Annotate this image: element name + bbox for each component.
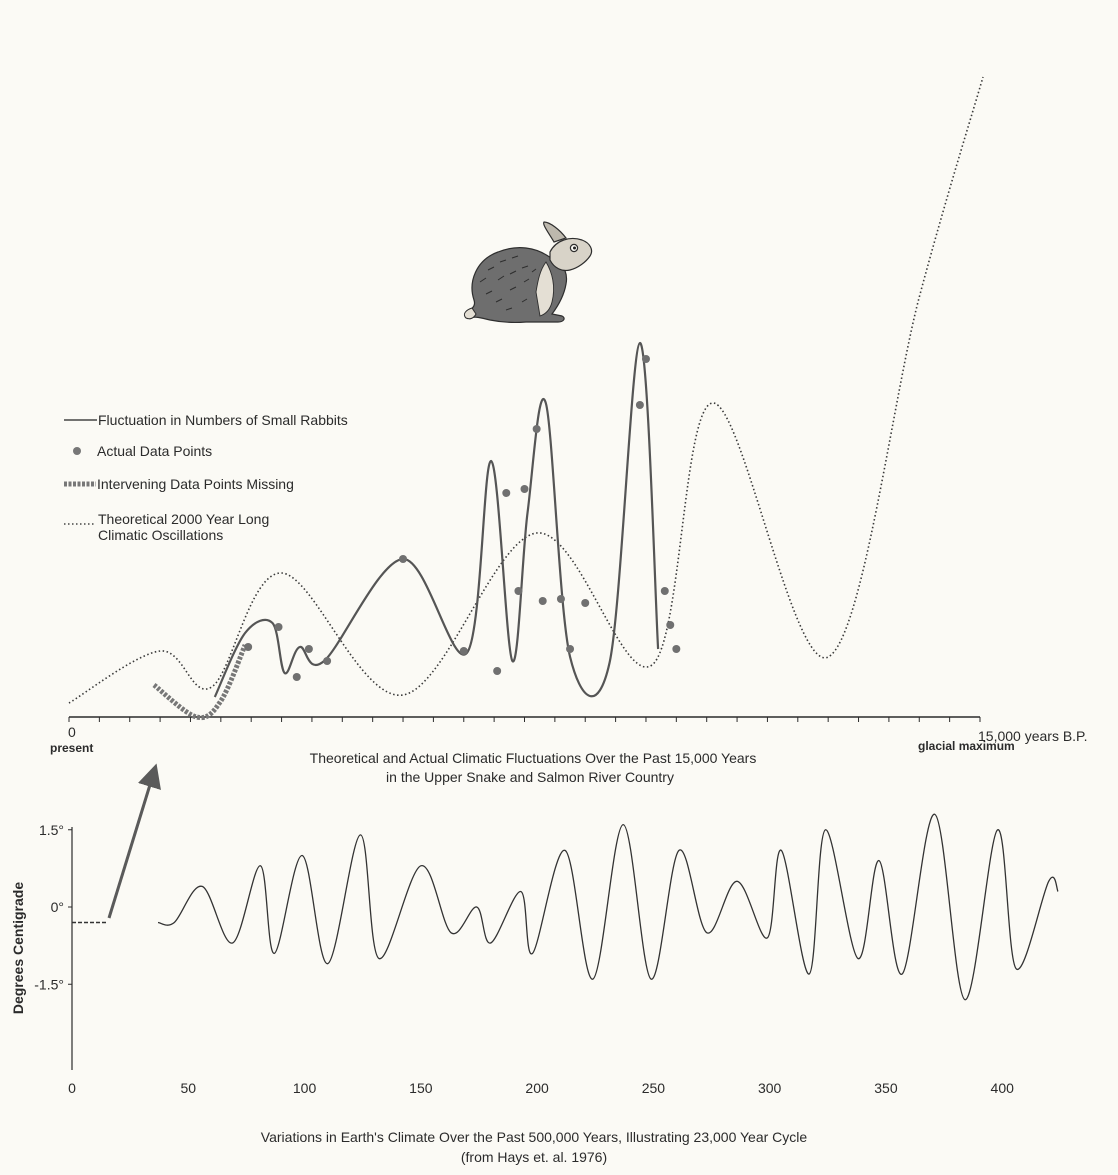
- data-point: [459, 647, 468, 655]
- data-point: [641, 355, 650, 363]
- legend-entry-missing: Intervening Data Points Missing: [97, 476, 294, 492]
- data-point: [493, 667, 502, 675]
- data-point: [672, 645, 681, 653]
- data-point: [514, 587, 523, 595]
- lower-chart-subtitle: (from Hays et. al. 1976): [461, 1149, 607, 1165]
- lower-x-tick-label: 50: [180, 1080, 196, 1096]
- data-point: [635, 401, 644, 409]
- upper-chart: 0 present 15,000 years B.P. glacial maxi…: [50, 76, 1087, 785]
- data-point: [304, 645, 313, 653]
- lower-x-tick-label: 100: [293, 1080, 317, 1096]
- lower-x-tick-label: 250: [642, 1080, 666, 1096]
- upper-x-axis-ticks: [68, 717, 981, 722]
- data-point: [399, 555, 408, 563]
- data-point: [538, 597, 547, 605]
- upper-x-end-sublabel: glacial maximum: [918, 739, 1015, 753]
- lower-x-tick-label: 0: [68, 1080, 76, 1096]
- lower-chart-title: Variations in Earth's Climate Over the P…: [261, 1129, 808, 1145]
- lower-y-tick-label: 0°: [51, 899, 64, 915]
- data-point: [292, 673, 301, 681]
- lower-y-axis-label: Degrees Centigrade: [10, 882, 26, 1014]
- lower-y-tick-label: 1.5°: [39, 822, 64, 838]
- data-point: [666, 621, 675, 629]
- upper-chart-subtitle: in the Upper Snake and Salmon River Coun…: [386, 769, 674, 785]
- lower-x-axis-ticks: 0 50 100 150 200 250 300 350 400: [68, 1080, 1014, 1096]
- legend-entry-theoretical-2: Climatic Oscillations: [98, 527, 223, 543]
- lower-x-tick-label: 150: [409, 1080, 433, 1096]
- climate-variation-line: [157, 813, 1059, 1001]
- lower-y-tick-label: -1.5°: [34, 976, 64, 992]
- legend-entry-rabbits: Fluctuation in Numbers of Small Rabbits: [98, 412, 348, 428]
- lower-x-tick-label: 350: [874, 1080, 898, 1096]
- data-point: [566, 645, 575, 653]
- data-point: [532, 425, 541, 433]
- upper-x-start-sublabel: present: [50, 741, 93, 755]
- data-point: [323, 657, 332, 665]
- legend-marker-dot: [73, 447, 81, 455]
- rabbit-tail: [463, 307, 477, 320]
- data-point: [520, 485, 529, 493]
- actual-data-points: [244, 355, 681, 681]
- rabbit-head: [549, 237, 593, 272]
- rabbit-fluctuation-line: [213, 341, 660, 698]
- rabbit-ear: [543, 221, 567, 243]
- data-point: [660, 587, 669, 595]
- rabbit-fur-texture: [479, 255, 537, 311]
- upper-x-start-label: 0: [68, 724, 76, 740]
- lower-chart: 1.5° 0° -1.5° 0 50 100 150 200 250 300 350 400 Deg…: [10, 813, 1059, 1165]
- data-point: [556, 595, 565, 603]
- data-point: [244, 643, 253, 651]
- rabbit-illustration: [463, 221, 593, 323]
- missing-data-thick-line: [152, 644, 248, 721]
- theoretical-oscillation-line: [68, 76, 984, 704]
- data-point: [502, 489, 511, 497]
- data-point: [581, 599, 590, 607]
- rabbit-pupil: [573, 246, 576, 250]
- rabbit-chest: [535, 261, 555, 317]
- upper-chart-title: Theoretical and Actual Climatic Fluctuat…: [310, 750, 757, 766]
- legend-entry-theoretical: Theoretical 2000 Year Long: [98, 511, 269, 527]
- data-point: [274, 623, 283, 631]
- lower-x-tick-label: 300: [758, 1080, 782, 1096]
- connector-arrow: [107, 763, 161, 919]
- legend-entry-data-points: Actual Data Points: [97, 443, 212, 459]
- lower-x-tick-label: 200: [525, 1080, 549, 1096]
- upper-x-end-label: 15,000 years B.P.: [978, 728, 1087, 744]
- lower-x-tick-label: 400: [991, 1080, 1015, 1096]
- lower-y-axis-ticks: 1.5° 0° -1.5°: [34, 822, 72, 992]
- upper-legend: Fluctuation in Numbers of Small Rabbits …: [64, 412, 348, 543]
